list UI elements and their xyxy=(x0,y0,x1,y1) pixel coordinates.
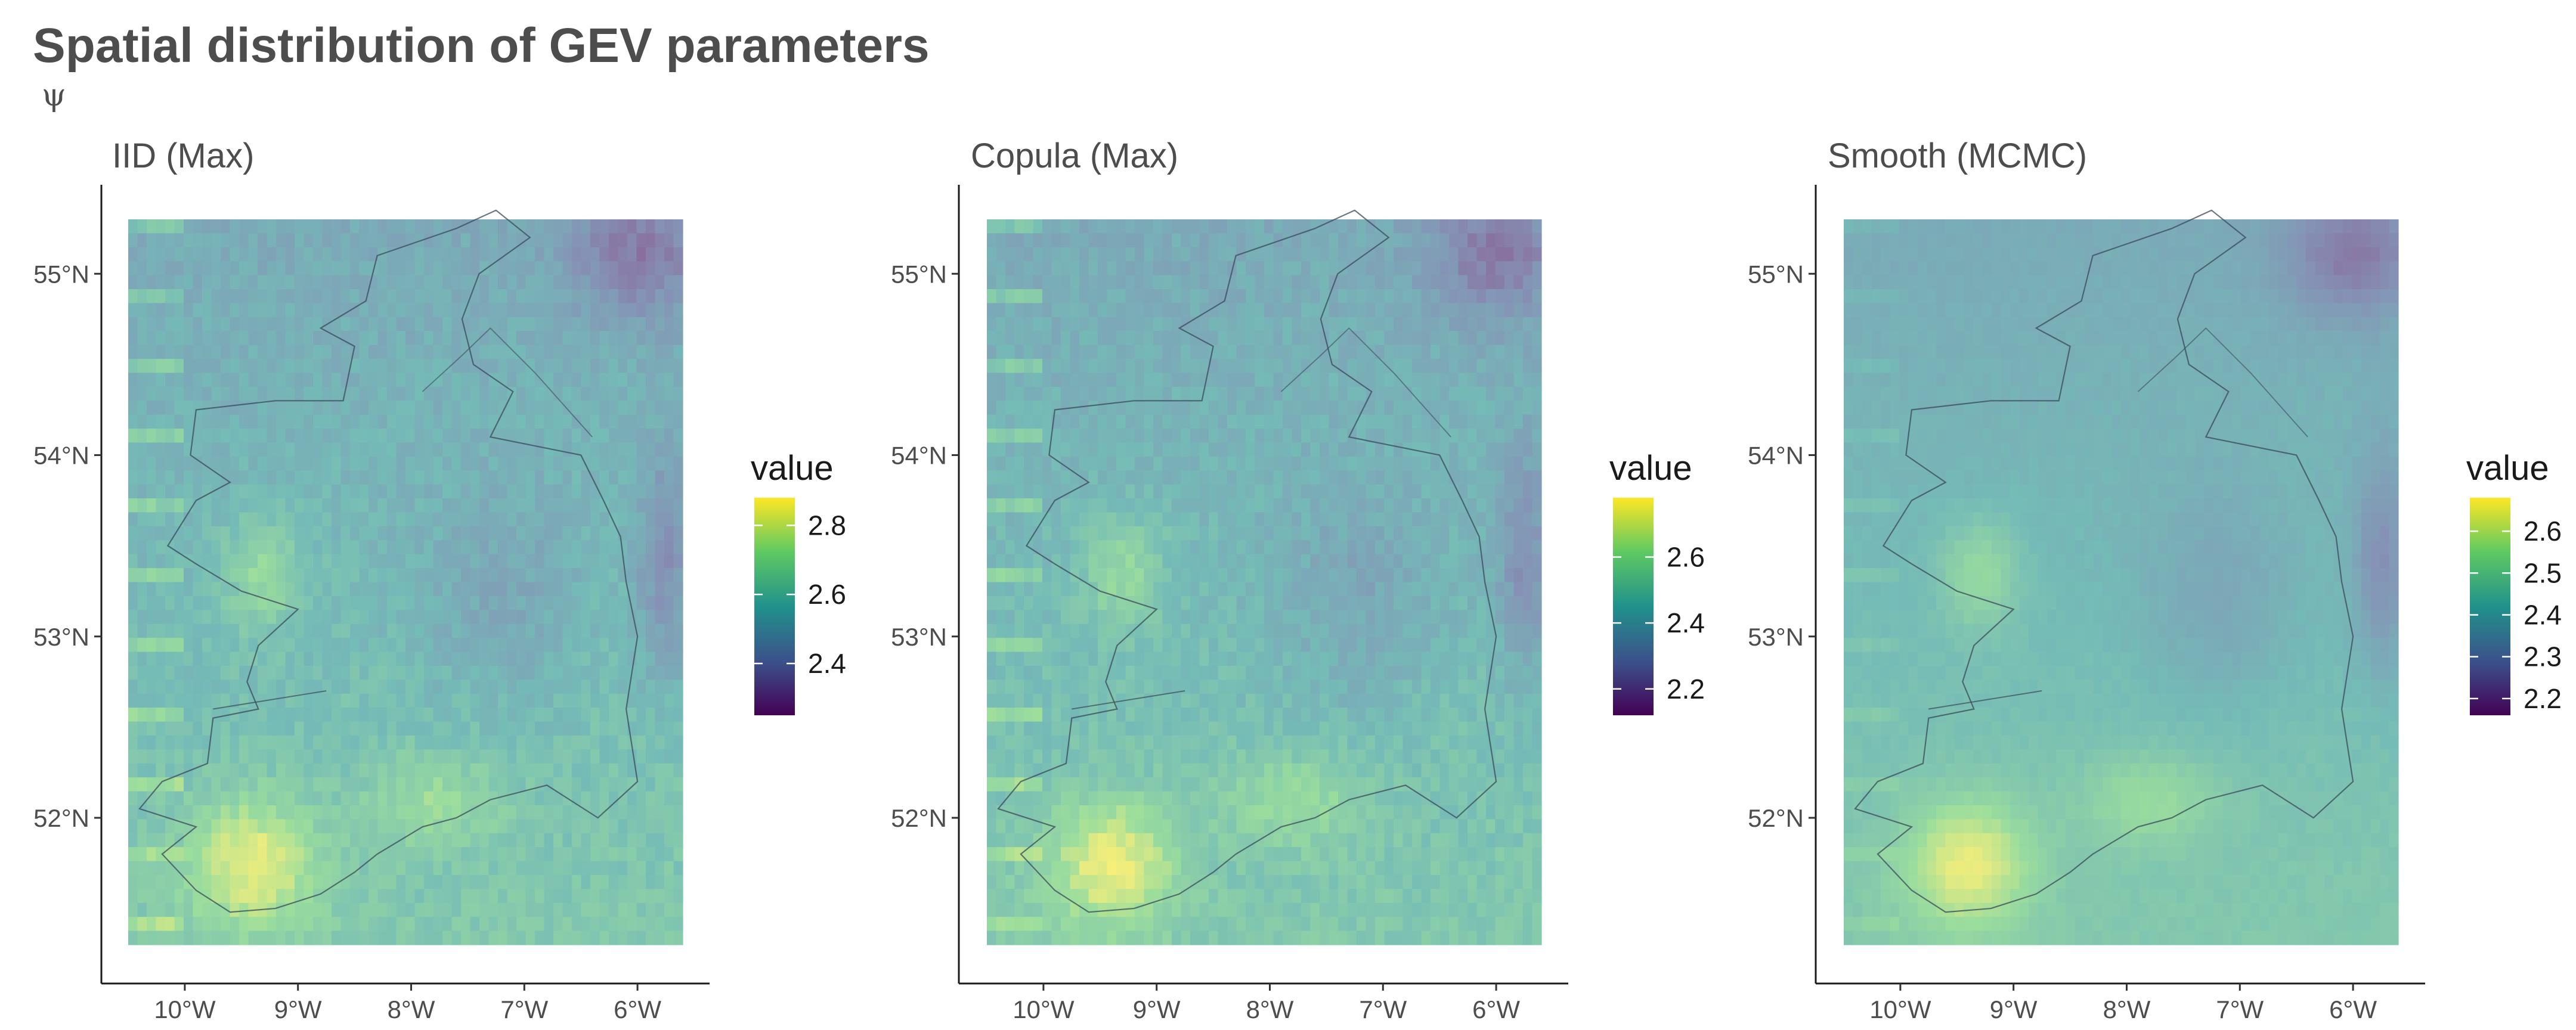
legend-title: value xyxy=(2466,449,2549,488)
y-tick-label: 52°N xyxy=(891,804,947,832)
y-tick-label: 54°N xyxy=(1748,442,1804,470)
y-tick-label: 54°N xyxy=(891,442,947,470)
x-tick-label: 6°W xyxy=(2329,995,2377,1023)
legend-tick-label: 2.4 xyxy=(2524,600,2562,631)
legend-tick-label: 2.3 xyxy=(2524,641,2562,672)
y-tick-label: 54°N xyxy=(33,442,89,470)
y-tick-label: 53°N xyxy=(33,623,89,651)
y-tick-label: 55°N xyxy=(1748,260,1804,288)
legend-colorbar xyxy=(754,498,795,715)
y-tick-label: 53°N xyxy=(891,623,947,651)
x-tick-label: 8°W xyxy=(388,995,435,1023)
legend-tick-label: 2.5 xyxy=(2524,557,2562,588)
x-tick-label: 7°W xyxy=(2216,995,2264,1023)
x-tick-label: 7°W xyxy=(500,995,548,1023)
x-tick-label: 9°W xyxy=(1133,995,1181,1023)
legend-title: value xyxy=(751,449,834,488)
x-tick-label: 6°W xyxy=(614,995,661,1023)
legend-tick-label: 2.2 xyxy=(2524,683,2562,714)
x-tick-label: 8°W xyxy=(1246,995,1294,1023)
y-tick-label: 52°N xyxy=(33,804,89,832)
y-tick-label: 55°N xyxy=(33,260,89,288)
y-tick-label: 55°N xyxy=(891,260,947,288)
x-tick-label: 9°W xyxy=(1990,995,2038,1023)
x-tick-label: 8°W xyxy=(2103,995,2151,1023)
x-tick-label: 10°W xyxy=(154,995,216,1023)
legend-tick-label: 2.8 xyxy=(808,510,846,541)
legend-tick-label: 2.4 xyxy=(808,648,846,679)
y-tick-label: 52°N xyxy=(1748,804,1804,832)
x-tick-label: 6°W xyxy=(1472,995,1520,1023)
x-tick-label: 7°W xyxy=(1359,995,1407,1023)
legend-title: value xyxy=(1609,449,1692,488)
x-tick-label: 10°W xyxy=(1013,995,1075,1023)
y-tick-label: 53°N xyxy=(1748,623,1804,651)
legend-tick-label: 2.2 xyxy=(1667,674,1705,705)
x-tick-label: 9°W xyxy=(274,995,322,1023)
legend-tick-label: 2.6 xyxy=(2524,516,2562,547)
panel-2: 10°W 9°W 8°W 7°W 6°W 55°N 54°N 53°N 52°N value 2.2… xyxy=(1748,185,2562,1023)
legend-colorbar xyxy=(1613,498,1654,715)
legend-tick-label: 2.6 xyxy=(808,579,846,610)
legend-colorbar xyxy=(2470,498,2510,715)
legend-tick-label: 2.6 xyxy=(1667,542,1705,573)
panel-1: 10°W 9°W 8°W 7°W 6°W 55°N 54°N 53°N 52°N value 2.2… xyxy=(891,185,1705,1023)
x-tick-label: 10°W xyxy=(1869,995,1931,1023)
legend-tick-label: 2.4 xyxy=(1667,607,1705,638)
panel-0: 10°W 9°W 8°W 7°W 6°W 55°N 54°N 53°N 52°N value 2.4… xyxy=(33,185,846,1023)
